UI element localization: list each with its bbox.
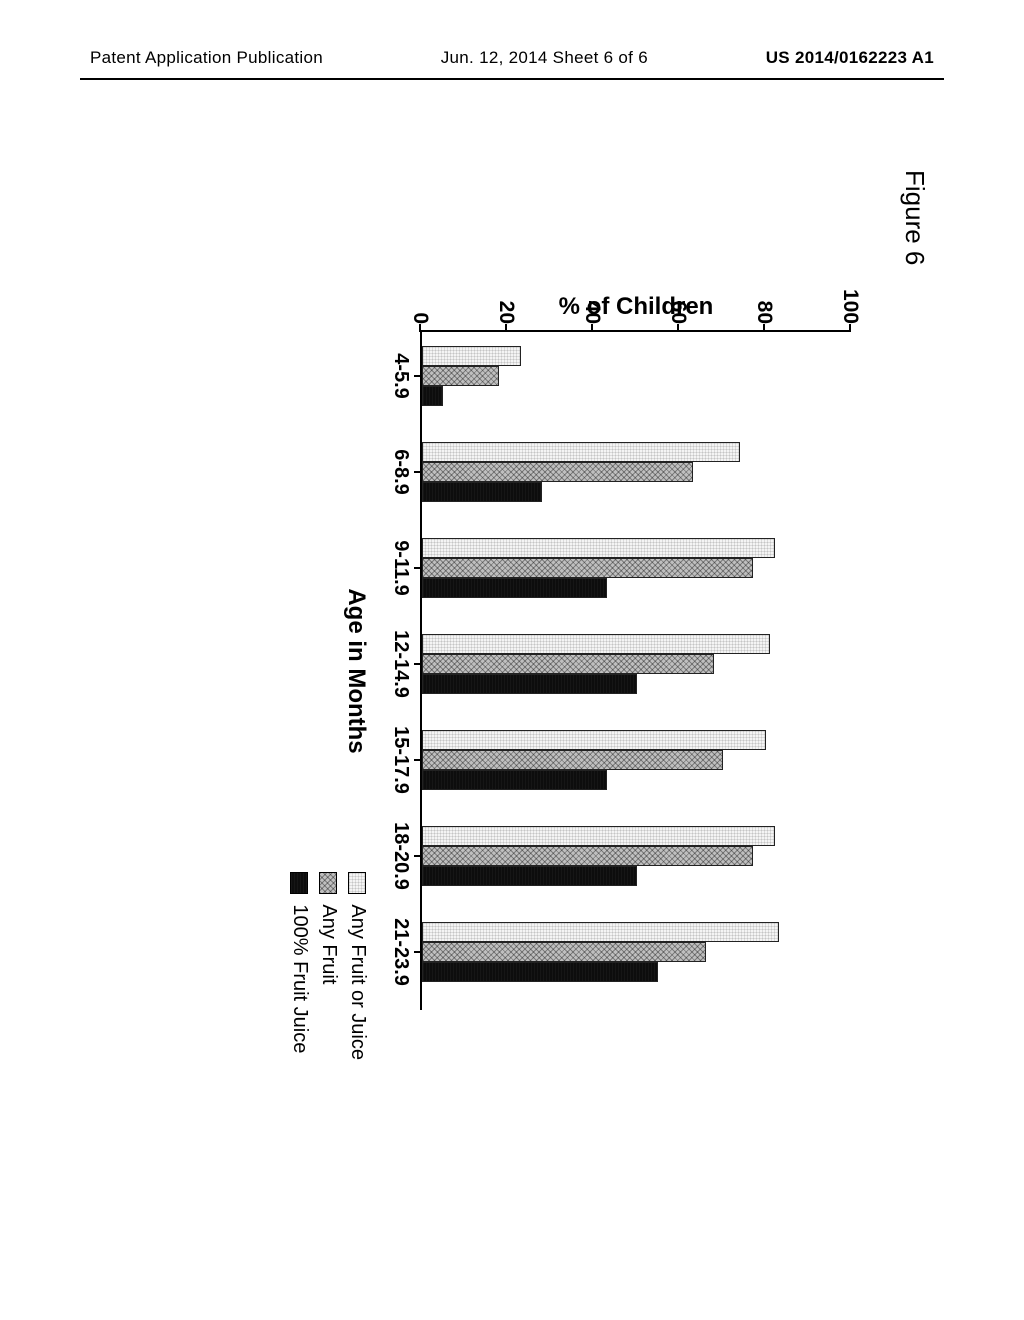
bar-any_fruit bbox=[422, 942, 706, 962]
y-tick-label: 20 bbox=[494, 280, 518, 324]
x-axis-label: Age in Months bbox=[342, 588, 370, 753]
header-right: US 2014/0162223 A1 bbox=[766, 48, 934, 68]
legend-swatch bbox=[349, 872, 367, 894]
legend-label: Any Fruit bbox=[317, 904, 340, 984]
x-tick bbox=[414, 375, 422, 377]
x-tick bbox=[414, 759, 422, 761]
y-tick bbox=[849, 324, 851, 332]
bar-any_fruit_or_juice bbox=[422, 922, 779, 942]
y-tick-label: 80 bbox=[752, 280, 776, 324]
y-tick bbox=[591, 324, 593, 332]
header-left: Patent Application Publication bbox=[90, 48, 323, 68]
y-tick-label: 0 bbox=[408, 280, 432, 324]
x-tick bbox=[414, 471, 422, 473]
x-tick bbox=[414, 567, 422, 569]
bar-any_fruit_or_juice bbox=[422, 634, 770, 654]
legend-item-any_fruit_or_juice: Any Fruit or Juice bbox=[346, 872, 369, 1060]
bar-any_fruit_or_juice bbox=[422, 346, 521, 366]
bar-any_fruit bbox=[422, 366, 499, 386]
bar-any_fruit bbox=[422, 558, 753, 578]
figure-viewport: Figure 6 % of Children Age in Months 020… bbox=[90, 170, 930, 1230]
bar-any_fruit_or_juice bbox=[422, 442, 740, 462]
x-tick bbox=[414, 951, 422, 953]
bar-any_fruit_or_juice bbox=[422, 538, 775, 558]
y-tick bbox=[505, 324, 507, 332]
bar-fruit_juice_100 bbox=[422, 386, 444, 406]
header-rule bbox=[80, 78, 944, 80]
legend-swatch bbox=[320, 872, 338, 894]
bar-fruit_juice_100 bbox=[422, 962, 659, 982]
bar-chart: % of Children Age in Months 020406080100… bbox=[310, 260, 870, 1030]
legend: Any Fruit or Juice Any Fruit 100% Fruit Ju… bbox=[282, 872, 375, 1060]
legend-item-fruit_juice_100: 100% Fruit Juice bbox=[288, 872, 311, 1060]
x-tick bbox=[414, 663, 422, 665]
legend-swatch bbox=[291, 872, 309, 894]
bar-any_fruit bbox=[422, 462, 693, 482]
y-tick bbox=[677, 324, 679, 332]
page-header: Patent Application Publication Jun. 12, … bbox=[0, 48, 1024, 68]
legend-item-any_fruit: Any Fruit bbox=[317, 872, 340, 1060]
bar-fruit_juice_100 bbox=[422, 482, 542, 502]
bar-any_fruit_or_juice bbox=[422, 730, 766, 750]
bar-fruit_juice_100 bbox=[422, 770, 607, 790]
y-tick-label: 60 bbox=[666, 280, 690, 324]
x-tick bbox=[414, 855, 422, 857]
legend-label: 100% Fruit Juice bbox=[288, 904, 311, 1053]
bar-any_fruit bbox=[422, 654, 714, 674]
figure-caption: Figure 6 bbox=[899, 170, 930, 265]
bar-fruit_juice_100 bbox=[422, 674, 637, 694]
legend-label: Any Fruit or Juice bbox=[346, 904, 369, 1060]
bar-any_fruit bbox=[422, 846, 753, 866]
bar-fruit_juice_100 bbox=[422, 578, 607, 598]
bar-any_fruit bbox=[422, 750, 723, 770]
y-tick-label: 40 bbox=[580, 280, 604, 324]
bar-any_fruit_or_juice bbox=[422, 826, 775, 846]
header-center: Jun. 12, 2014 Sheet 6 of 6 bbox=[441, 48, 648, 68]
bar-fruit_juice_100 bbox=[422, 866, 637, 886]
y-tick-label: 100 bbox=[838, 280, 862, 324]
plot-area: % of Children Age in Months 020406080100… bbox=[420, 330, 850, 1010]
figure-rotated: Figure 6 % of Children Age in Months 020… bbox=[90, 170, 930, 1230]
y-tick bbox=[763, 324, 765, 332]
